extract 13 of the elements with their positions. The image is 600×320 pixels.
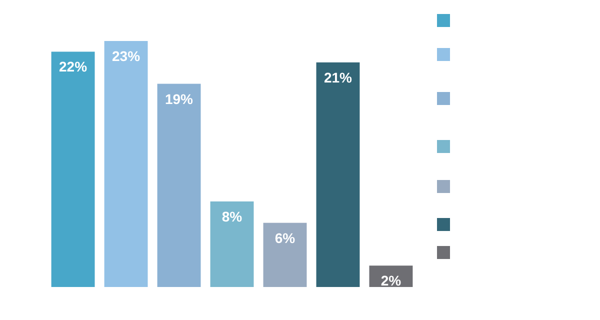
data-label: 22%	[59, 58, 88, 75]
data-label: 6%	[274, 230, 296, 246]
data-label: 23%	[112, 48, 141, 64]
data-label: 21%	[324, 69, 353, 86]
bar	[157, 84, 201, 287]
data-label: 19%	[164, 90, 194, 107]
data-label: 2%	[380, 272, 402, 289]
bar	[210, 201, 254, 287]
bar	[51, 52, 95, 287]
data-label: 8%	[222, 208, 243, 224]
bar	[104, 41, 148, 287]
bar	[263, 222, 307, 287]
bar	[316, 62, 360, 287]
